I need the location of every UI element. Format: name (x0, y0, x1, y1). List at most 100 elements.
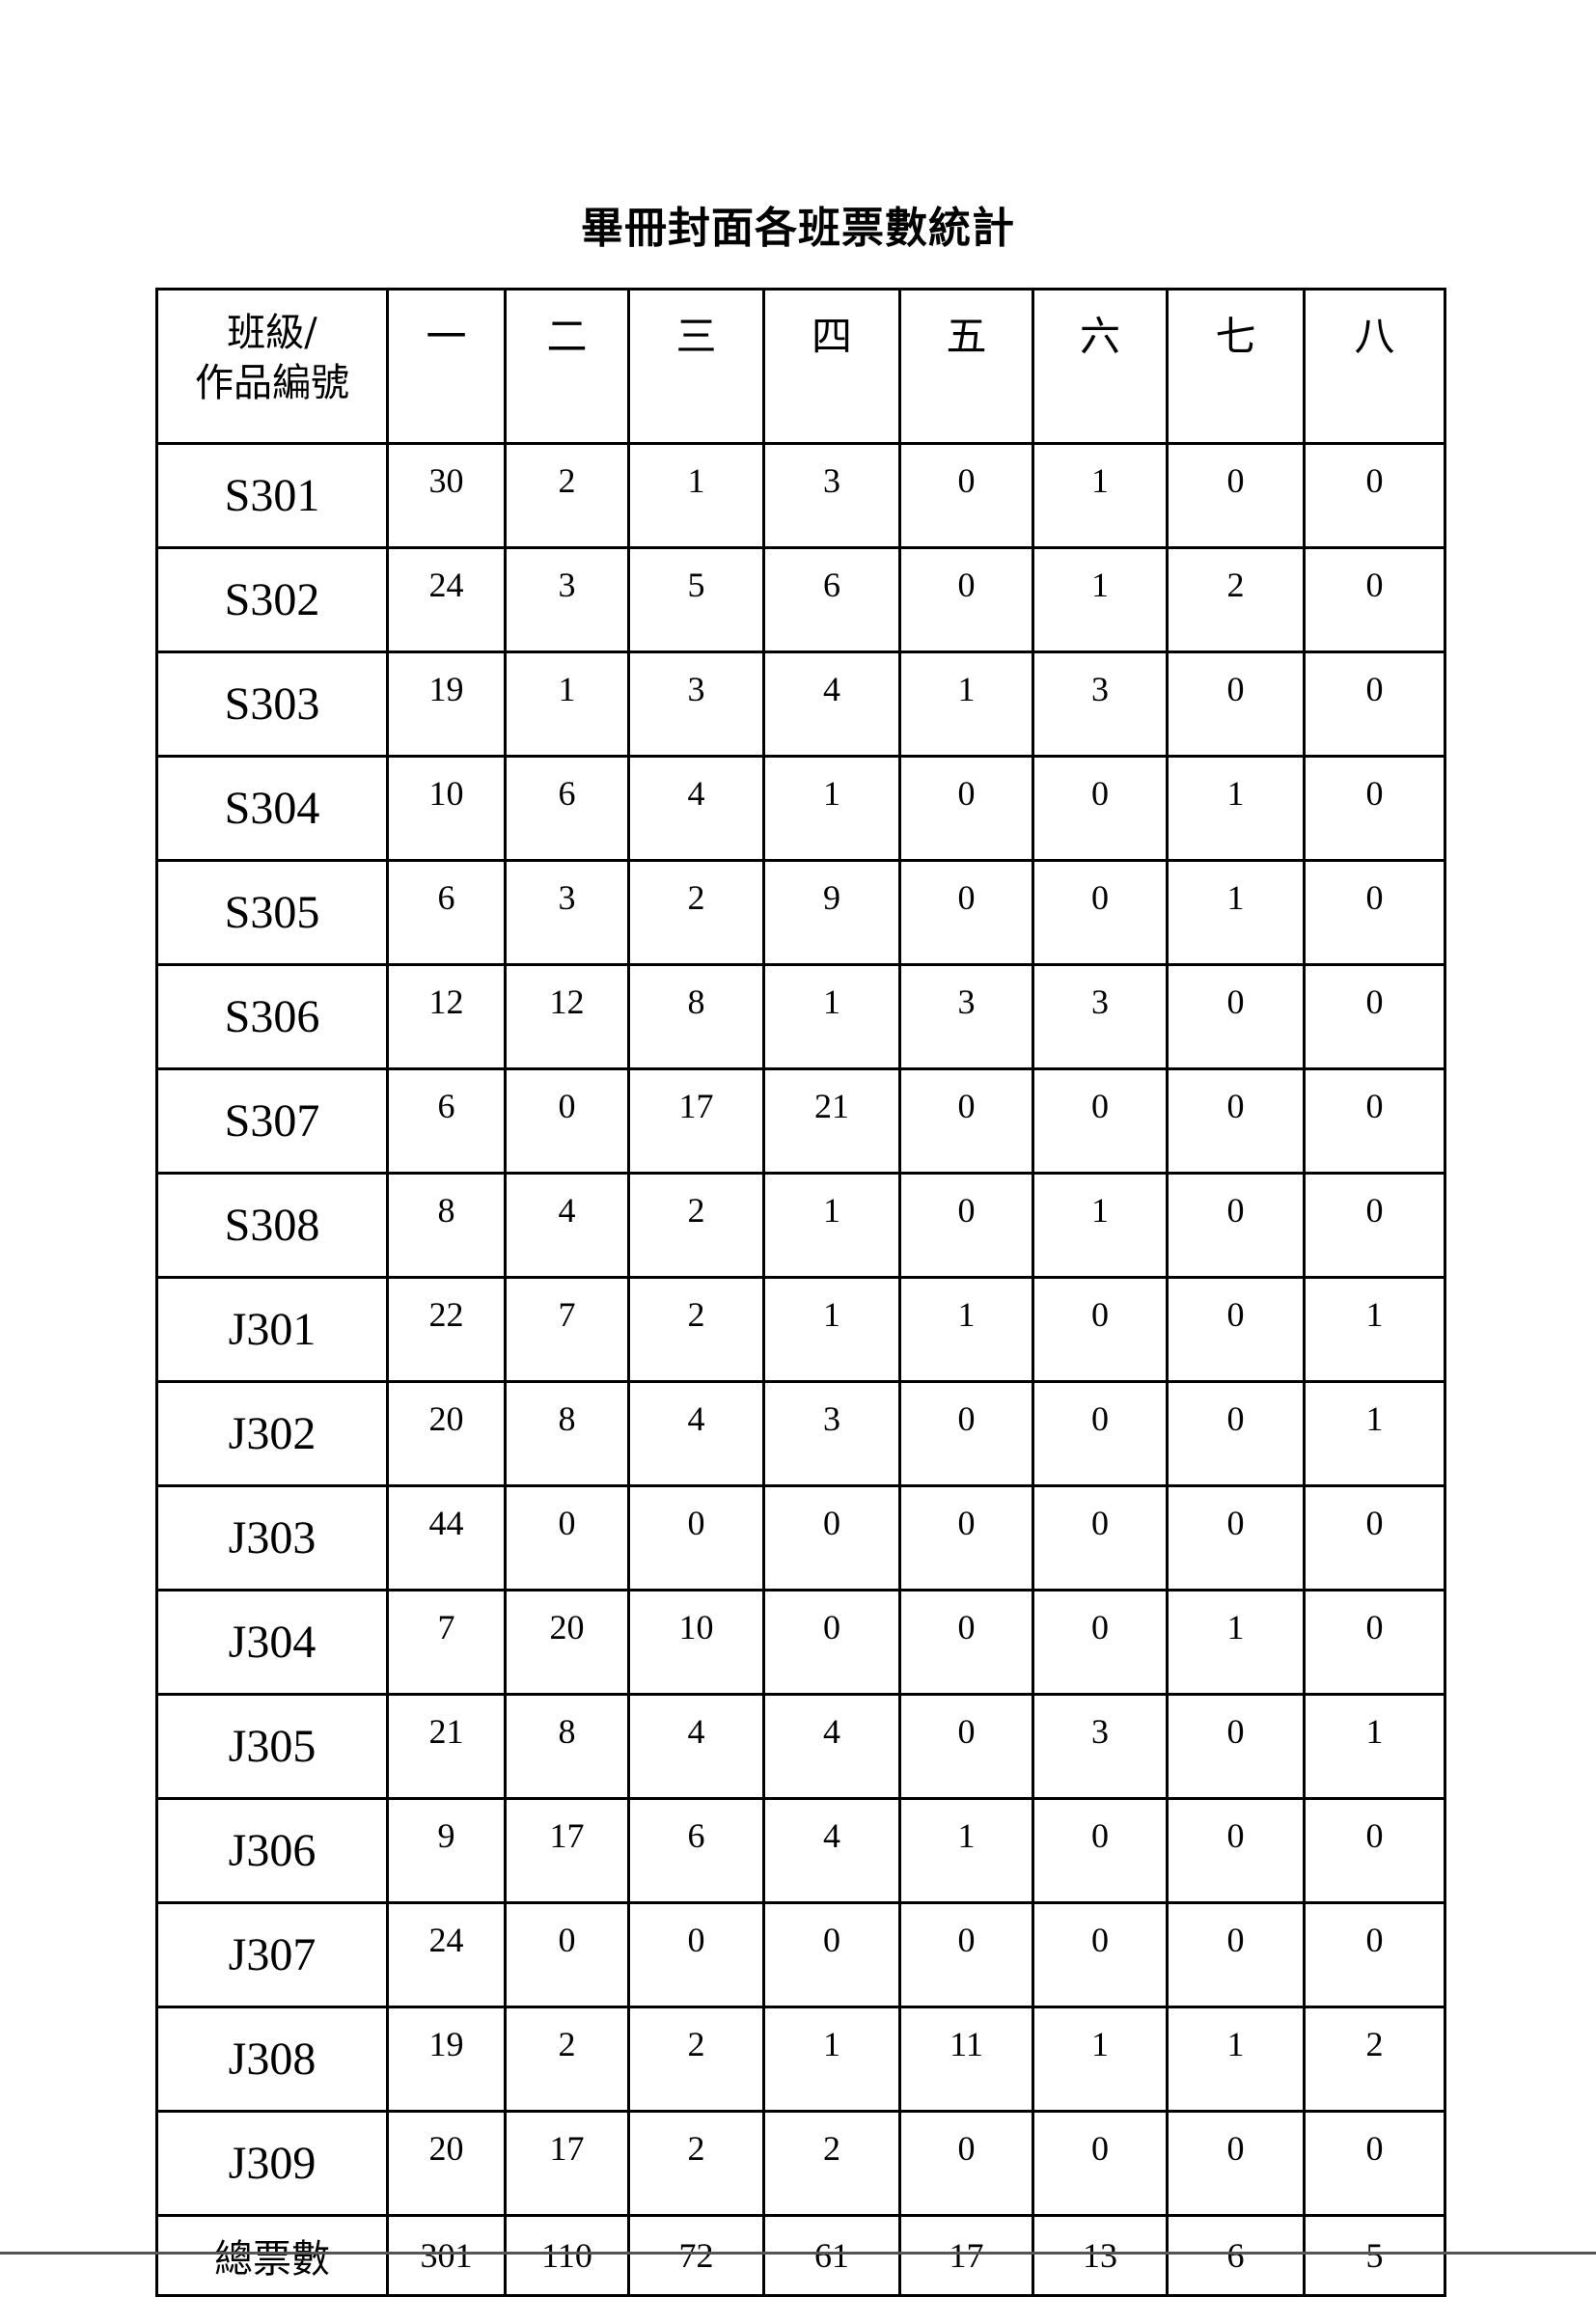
vote-cell: 3 (504, 859, 630, 966)
row-id: S308 (155, 1172, 389, 1279)
vote-cell: 0 (898, 1693, 1034, 1800)
vote-cell: 0 (898, 1380, 1034, 1487)
table-row: S305 6 3 2 9 0 0 1 0 (155, 859, 1446, 966)
row-id: J307 (155, 1901, 389, 2008)
total-row: 總票數 301 110 72 61 17 13 6 5 (155, 2214, 1446, 2297)
vote-cell: 0 (1303, 1067, 1446, 1175)
row-id: J301 (155, 1276, 389, 1383)
vote-cell: 0 (898, 1589, 1034, 1696)
vote-cell: 0 (1166, 963, 1306, 1070)
table-row: J309 20 17 2 2 0 0 0 0 (155, 2110, 1446, 2217)
vote-cell: 20 (386, 1380, 507, 1487)
vote-cell: 7 (504, 1276, 630, 1383)
vote-cell: 20 (504, 1589, 630, 1696)
table-row: J301 22 7 2 1 1 0 0 1 (155, 1276, 1446, 1383)
table-row: S306 12 12 8 1 3 3 0 0 (155, 963, 1446, 1070)
row-id: S303 (155, 650, 389, 758)
vote-cell: 0 (1303, 442, 1446, 549)
vote-cell: 6 (386, 1067, 507, 1175)
total-cell: 110 (504, 2214, 630, 2297)
vote-cell: 0 (1166, 1484, 1306, 1591)
vote-cell: 8 (627, 963, 765, 1070)
vote-cell: 0 (1032, 859, 1169, 966)
vote-cell: 0 (1166, 650, 1306, 758)
vote-cell: 0 (1166, 1901, 1306, 2008)
vote-cell: 4 (627, 1380, 765, 1487)
table-row: S308 8 4 2 1 0 1 0 0 (155, 1172, 1446, 1279)
vote-cell: 0 (762, 1901, 901, 2008)
vote-cell: 0 (898, 442, 1034, 549)
vote-cell: 7 (386, 1589, 507, 1696)
column-header: 七 (1166, 288, 1306, 445)
column-header: 五 (898, 288, 1034, 445)
vote-cell: 17 (504, 2110, 630, 2217)
column-header: 三 (627, 288, 765, 445)
row-id: S307 (155, 1067, 389, 1175)
vote-cell: 4 (762, 1797, 901, 1904)
vote-cell: 3 (898, 963, 1034, 1070)
vote-cell: 0 (1303, 2110, 1446, 2217)
vote-cell: 19 (386, 650, 507, 758)
vote-cell: 0 (1303, 1589, 1446, 1696)
row-id: S301 (155, 442, 389, 549)
vote-cell: 3 (1032, 963, 1169, 1070)
header-row: 班級/ 作品編號 一二三四五六七八 (155, 288, 1446, 445)
vote-cell: 12 (386, 963, 507, 1070)
vote-cell: 1 (627, 442, 765, 549)
vote-cell: 1 (898, 1797, 1034, 1904)
vote-cell: 1 (762, 755, 901, 862)
vote-cell: 0 (1303, 650, 1446, 758)
vote-cell: 2 (627, 2110, 765, 2217)
corner-header: 班級/ 作品編號 (155, 288, 389, 445)
vote-cell: 2 (627, 859, 765, 966)
vote-cell: 1 (762, 1276, 901, 1383)
vote-cell: 0 (1303, 859, 1446, 966)
vote-cell: 0 (762, 1589, 901, 1696)
vote-cell: 4 (627, 755, 765, 862)
vote-cell: 6 (504, 755, 630, 862)
vote-cell: 0 (1166, 1693, 1306, 1800)
vote-cell: 0 (1032, 755, 1169, 862)
vote-cell: 3 (1032, 1693, 1169, 1800)
vote-cell: 0 (504, 1484, 630, 1591)
vote-cell: 0 (1166, 1380, 1306, 1487)
total-cell: 17 (898, 2214, 1034, 2297)
vote-cell: 24 (386, 546, 507, 653)
vote-cell: 22 (386, 1276, 507, 1383)
vote-cell: 3 (504, 546, 630, 653)
table-row: S302 24 3 5 6 0 1 2 0 (155, 546, 1446, 653)
table-row: J303 44 0 0 0 0 0 0 0 (155, 1484, 1446, 1591)
vote-cell: 6 (762, 546, 901, 653)
total-label: 總票數 (155, 2214, 389, 2297)
vote-cell: 1 (762, 2006, 901, 2113)
table-row: J308 19 2 2 1 11 1 1 2 (155, 2006, 1446, 2113)
vote-cell: 19 (386, 2006, 507, 2113)
vote-cell: 0 (1166, 2110, 1306, 2217)
vote-cell: 0 (1166, 1067, 1306, 1175)
vote-cell: 4 (762, 650, 901, 758)
column-header: 四 (762, 288, 901, 445)
vote-cell: 8 (386, 1172, 507, 1279)
vote-cell: 0 (1303, 546, 1446, 653)
vote-cell: 0 (1303, 1172, 1446, 1279)
vote-cell: 3 (762, 1380, 901, 1487)
corner-header-line-2: 作品編號 (195, 361, 349, 405)
vote-cell: 9 (386, 1797, 507, 1904)
vote-cell: 17 (504, 1797, 630, 1904)
vote-cell: 1 (1166, 1589, 1306, 1696)
vote-cell: 1 (1032, 546, 1169, 653)
vote-cell: 0 (1303, 755, 1446, 862)
vote-cell: 0 (1032, 1276, 1169, 1383)
vote-cell: 44 (386, 1484, 507, 1591)
vote-cell: 6 (627, 1797, 765, 1904)
vote-cell: 2 (762, 2110, 901, 2217)
total-cell: 5 (1303, 2214, 1446, 2297)
vote-cell: 0 (1032, 2110, 1169, 2217)
vote-cell: 1 (898, 650, 1034, 758)
vote-cell: 0 (898, 1067, 1034, 1175)
vote-cell: 1 (1303, 1693, 1446, 1800)
vote-cell: 1 (504, 650, 630, 758)
vote-cell: 1 (1303, 1276, 1446, 1383)
vote-cell: 0 (1166, 1276, 1306, 1383)
vote-cell: 0 (1032, 1380, 1169, 1487)
